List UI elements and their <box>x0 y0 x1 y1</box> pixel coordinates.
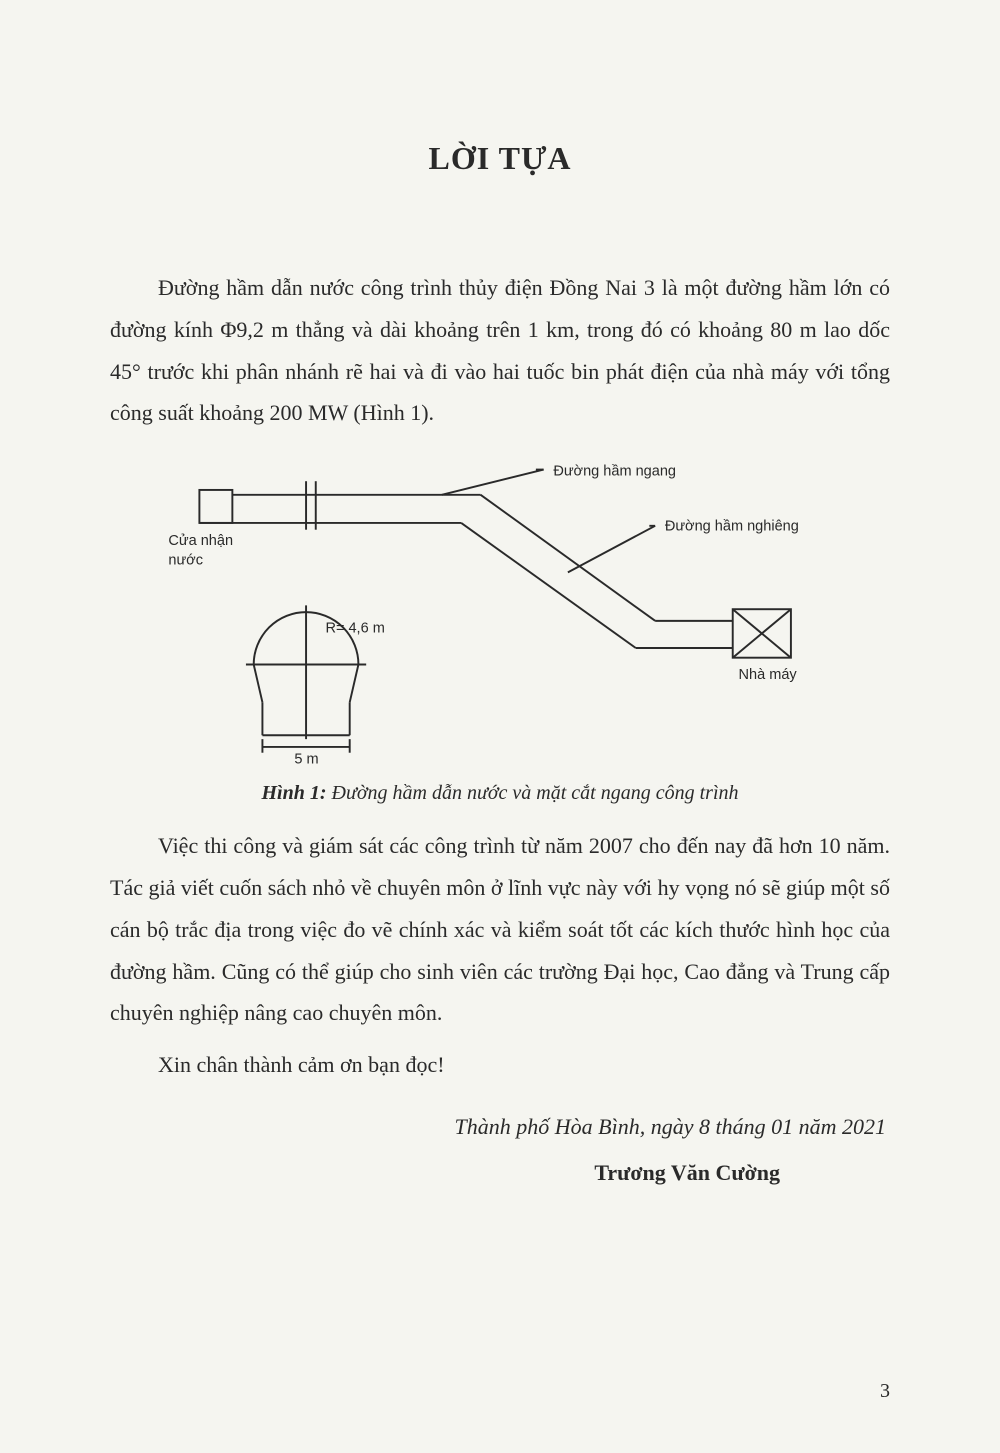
figure-caption: Hình 1: Đường hầm dẫn nước và mặt cắt ng… <box>261 782 738 805</box>
caption-text: Đường hầm dẫn nước và mặt cắt ngang công… <box>327 782 739 804</box>
svg-text:Đường hầm ngang: Đường hầm ngang <box>553 464 676 480</box>
svg-text:R= 4,6 m: R= 4,6 m <box>325 621 384 637</box>
svg-text:Cửa nhận: Cửa nhận <box>168 533 233 549</box>
closing-line: Xin chân thành cảm ơn bạn đọc! <box>110 1052 890 1078</box>
svg-text:Nhà máy: Nhà máy <box>739 667 798 683</box>
author-name: Trương Văn Cường <box>110 1160 890 1186</box>
svg-text:nước: nước <box>168 553 203 569</box>
paragraph-2: Việc thi công và giám sát các công trình… <box>110 825 890 1034</box>
caption-label: Hình 1: <box>261 782 326 804</box>
date-line: Thành phố Hòa Bình, ngày 8 tháng 01 năm … <box>110 1114 890 1140</box>
page-title: LỜI TỰA <box>110 140 890 177</box>
figure-1: Đường hầm ngang Đường hầm nghiêng Cửa nhận… <box>110 456 890 805</box>
svg-text:5 m: 5 m <box>294 752 318 768</box>
paragraph-1: Đường hầm dẫn nước công trình thủy điện … <box>110 267 890 434</box>
svg-text:Đường hầm nghiêng: Đường hầm nghiêng <box>665 519 799 535</box>
tunnel-diagram: Đường hầm ngang Đường hầm nghiêng Cửa nhận… <box>150 456 850 776</box>
page-number: 3 <box>880 1380 890 1403</box>
